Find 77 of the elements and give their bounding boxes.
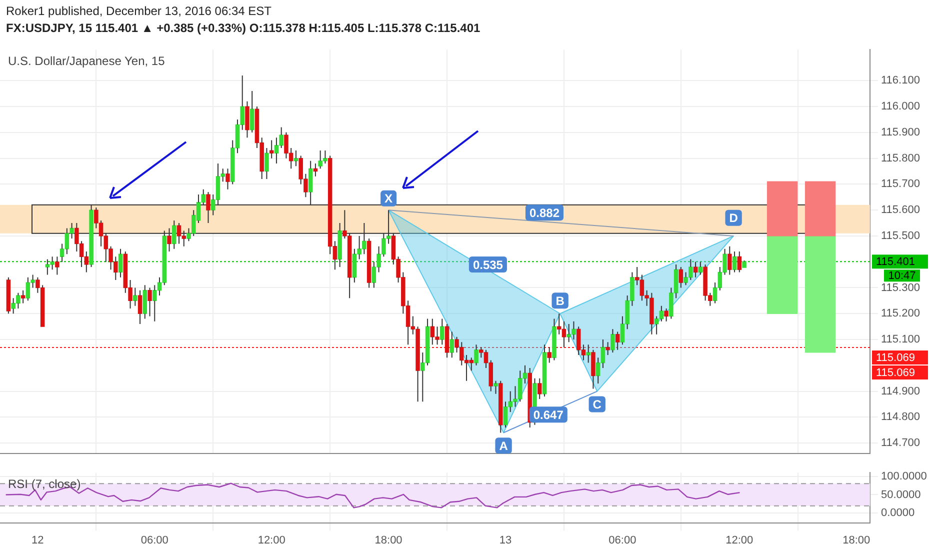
candlestick [474,344,478,366]
candlestick [250,90,254,133]
candlestick [732,251,737,273]
y-tick-label: 115.300 [881,282,920,294]
candlestick [498,380,503,434]
y-tick-label: 115.100 [881,334,920,346]
text: 10:47 [888,270,916,282]
candlestick [542,344,547,397]
annotation: A [499,438,508,453]
y-tick-label: 116.000 [881,100,920,113]
ref-line-label: 115.069 [876,352,915,364]
y-tick-label: 116.100 [881,74,920,87]
y-tick-label: 115.800 [881,152,920,164]
y-tick-label: 0.0000 [881,507,915,520]
candlestick [693,261,698,278]
y-tick-label: 50.0000 [881,488,921,501]
candlestick [366,238,372,288]
candlestick [142,284,148,320]
candlestick [586,344,590,364]
text: 115.069 [876,367,915,380]
candlestick [245,100,250,138]
y-tick-label: 115.600 [881,204,920,216]
candlestick [6,276,11,314]
candlestick [664,308,668,322]
candlestick [591,349,596,390]
candlestick [20,290,26,304]
x-tick-label: 18:00 [842,534,870,546]
candlestick [450,331,454,358]
candlestick [148,287,152,317]
annotation: 0.647 [533,408,564,422]
y-tick-label: 100.0000 [881,470,927,482]
candlestick [226,168,230,190]
candlestick [610,328,615,353]
y-tick-label: 114.900 [881,385,920,398]
annotation: 0.882 [529,206,560,220]
y-tick-label: 114.800 [881,411,920,424]
x-tick-label: 06:00 [140,534,168,546]
candlestick [737,251,742,273]
candlestick [269,140,274,159]
x-tick-label: 12:00 [258,534,286,546]
candlestick [138,290,142,324]
candlestick [118,248,123,278]
y-tick-label: 114.700 [881,437,920,450]
candlestick [615,331,620,350]
candlestick [537,378,542,400]
y-tick-label: 115.700 [881,178,920,190]
annotation: X [384,192,393,206]
chart-subtitle: FX:USDJPY, 15 115.401 ▲ +0.385 (+0.33%) O:115.378 H:115.405 L:115.378 C:115.401 [6,20,482,37]
annotation: D [729,211,738,226]
candlestick [606,342,610,356]
candlestick [678,266,684,288]
annotation: 0.535 [472,258,504,272]
annotation: B [556,294,565,308]
candlestick [728,246,732,276]
candlestick [264,147,269,180]
y-tick-label: 115.500 [881,230,920,242]
x-tick-label: 12 [32,534,44,546]
ref-line-label: 115.401 [876,256,915,268]
y-tick-label: 115.200 [881,308,920,320]
candlestick [547,346,552,364]
y-tick-label: 115.900 [881,126,920,138]
annotation: C [592,398,602,412]
candlestick [698,261,703,276]
candlestick [55,256,60,276]
candlestick [440,318,444,346]
x-tick-label: 12:00 [726,534,754,546]
chart-title: U.S. Dollar/Japanese Yen, 15 [8,54,166,68]
candlestick [552,318,556,361]
text: Roker1 published, December 13, 2016 06:34 EST [6,3,272,20]
candlestick [494,380,498,394]
candlestick [444,323,450,358]
x-tick-label: 18:00 [374,534,402,546]
chart-title: RSI (7, close) [8,476,81,491]
x-tick-label: 06:00 [608,534,636,546]
candlestick [742,260,746,268]
candlestick [133,287,138,306]
x-tick-label: 13 [499,534,512,546]
